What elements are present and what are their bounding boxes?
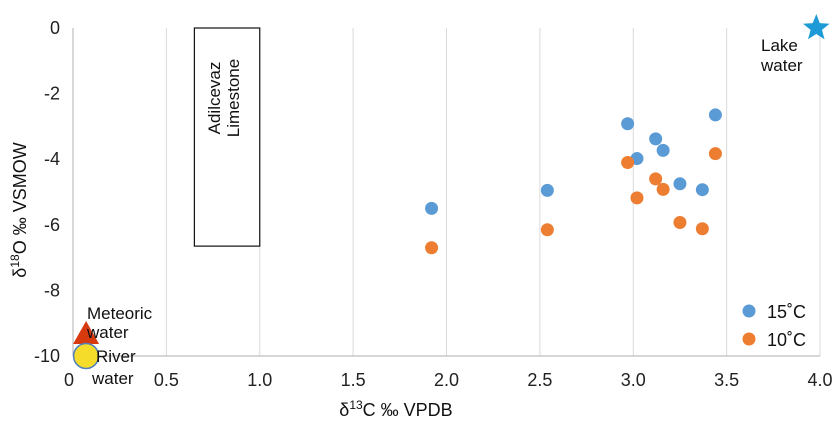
- river-label-line2: water: [91, 369, 134, 388]
- point-15c: [621, 117, 635, 131]
- legend-marker-10c: [742, 332, 756, 346]
- point-10c: [621, 155, 635, 169]
- x-tick-label: 3.5: [714, 370, 739, 390]
- river-label-line1: River: [96, 347, 136, 366]
- point-10c: [630, 191, 644, 205]
- y-tick-label: -4: [44, 149, 60, 169]
- limestone-label-line1: Adilcevaz: [205, 62, 224, 135]
- x-tick-label: 2.5: [527, 370, 552, 390]
- y-tick-labels: 0 -2 -4 -6 -8 -10: [34, 18, 60, 366]
- point-10c: [540, 223, 554, 237]
- point-15c: [695, 183, 709, 197]
- x-tick-label: 0: [64, 370, 74, 390]
- svg-text:δ13C ‰ VPDB: δ13C ‰ VPDB: [339, 398, 452, 420]
- x-tick-label: 2.0: [434, 370, 459, 390]
- point-10c: [708, 147, 722, 161]
- point-10c: [673, 216, 687, 230]
- data-points: [425, 108, 722, 255]
- svg-text:δ18O ‰ VSMOW: δ18O ‰ VSMOW: [8, 142, 30, 277]
- point-10c: [656, 182, 670, 196]
- y-tick-label: -2: [44, 84, 60, 104]
- legend: 15˚C 10˚C: [742, 302, 806, 350]
- point-15c: [708, 108, 722, 122]
- meteoric-water-marker: Meteoric water: [73, 304, 153, 345]
- x-axis-title: δ13C ‰ VPDB: [339, 398, 452, 420]
- lake-water-marker: Lake water: [760, 14, 830, 75]
- limestone-range-rect: [193, 27, 261, 247]
- x-tick-label: 1.5: [341, 370, 366, 390]
- y-tick-label: -10: [34, 346, 60, 366]
- point-10c: [695, 222, 709, 236]
- limestone-label-line2: Limestone: [224, 59, 243, 137]
- lake-label-line2: water: [760, 56, 803, 75]
- x-tick-label: 3.0: [621, 370, 646, 390]
- lake-label-line1: Lake: [761, 36, 798, 55]
- y-tick-label: -6: [44, 215, 60, 235]
- meteoric-label-line2: water: [86, 323, 129, 342]
- meteoric-label-line1: Meteoric: [87, 304, 153, 323]
- point-10c: [425, 241, 439, 255]
- triangle-icon: [73, 321, 100, 345]
- limestone-box: Adilcevaz Limestone: [193, 27, 261, 247]
- y-tick-label: -8: [44, 280, 60, 300]
- y-axis-title: δ18O ‰ VSMOW: [8, 142, 30, 277]
- axes: [72, 28, 820, 357]
- legend-label-15c: 15˚C: [767, 302, 806, 322]
- legend-marker-15c: [742, 304, 756, 318]
- river-water-marker: River water: [72, 342, 136, 388]
- point-15c: [673, 177, 687, 191]
- x-tick-labels: 0 0.5 1.0 1.5 2.0 2.5 3.0 3.5 4.0: [64, 370, 833, 390]
- legend-label-10c: 10˚C: [767, 330, 806, 350]
- point-15c: [425, 201, 439, 215]
- x-tick-label: 4.0: [807, 370, 832, 390]
- grid-lines: [165, 28, 821, 356]
- circle-icon: [72, 342, 100, 370]
- x-tick-label: 0.5: [154, 370, 179, 390]
- y-tick-label: 0: [50, 18, 60, 38]
- point-15c: [540, 183, 554, 197]
- x-tick-label: 1.0: [247, 370, 272, 390]
- point-15c: [656, 143, 670, 157]
- star-icon: [803, 14, 830, 40]
- point-15c: [649, 132, 663, 146]
- point-10c: [649, 172, 663, 186]
